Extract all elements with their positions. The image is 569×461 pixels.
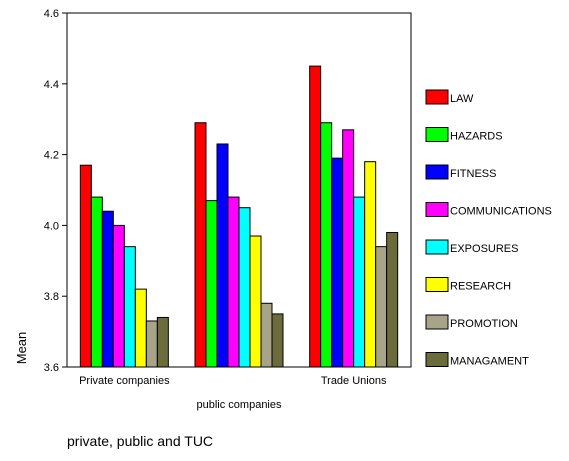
legend-label-law: LAW (450, 93, 474, 105)
plot-frame (66, 12, 412, 368)
bar-managament-3 (386, 231, 399, 368)
x-axis-title: private, public and TUC (67, 433, 214, 449)
y-tick-label: 3.8 (44, 291, 59, 303)
bar-law-2 (194, 122, 207, 368)
legend-label-managament: MANAGAMENT (450, 356, 529, 368)
bar-research-1 (134, 288, 147, 368)
x-category-label: Trade Unions (321, 375, 387, 387)
bars-group (79, 65, 399, 368)
x-axis: Private companies public companies Trade U… (79, 375, 387, 411)
bar-managament-1 (156, 316, 169, 368)
x-category-label: public companies (197, 399, 282, 411)
legend-swatch-hazards (425, 127, 449, 142)
legend-swatch-managament (425, 352, 449, 367)
bar-hazards-2 (205, 200, 218, 368)
bar-research-3 (364, 161, 377, 368)
y-tick-label: 4.6 (44, 8, 59, 20)
bar-exposures-3 (353, 196, 366, 368)
bar-promotion-2 (260, 302, 273, 368)
legend-label-research: RESEARCH (450, 281, 511, 293)
legend-label-communications: COMMUNICATIONS (450, 206, 552, 218)
legend-label-promotion: PROMOTION (450, 318, 518, 330)
legend-label-hazards: HAZARDS (450, 131, 503, 143)
legend: LAW HAZARDS FITNESS COMMUNICATIONS EXPOSURES… (425, 89, 552, 368)
y-tick-label: 4.0 (44, 220, 59, 232)
bar-hazards-1 (90, 196, 103, 368)
bar-fitness-2 (216, 143, 229, 368)
bar-law-3 (309, 65, 322, 368)
bar-fitness-3 (331, 157, 344, 368)
y-tick-label: 3.6 (44, 362, 59, 374)
bar-communications-3 (342, 129, 355, 368)
legend-swatch-communications (425, 202, 449, 217)
bar-communications-1 (112, 224, 125, 368)
bar-promotion-1 (145, 320, 158, 368)
bar-exposures-1 (123, 246, 136, 368)
legend-swatch-law (425, 89, 449, 105)
y-tick-label: 4.4 (44, 79, 59, 91)
bar-research-2 (249, 235, 262, 368)
bar-managament-2 (271, 313, 284, 368)
bar-communications-2 (227, 196, 240, 368)
bar-law-1 (79, 164, 92, 368)
legend-swatch-research (425, 277, 449, 292)
y-tick-label: 4.2 (44, 150, 59, 162)
bar-hazards-3 (320, 122, 333, 368)
bar-promotion-3 (375, 246, 388, 368)
legend-swatch-promotion (425, 314, 449, 330)
legend-swatch-exposures (425, 239, 449, 255)
bar-exposures-2 (238, 207, 251, 368)
legend-label-fitness: FITNESS (450, 168, 496, 180)
y-axis: 3.6 3.8 4.0 4.2 4.4 4.6 (44, 8, 67, 374)
legend-swatch-fitness (425, 164, 449, 180)
legend-label-exposures: EXPOSURES (450, 243, 518, 255)
x-category-label: Private companies (79, 375, 170, 387)
y-axis-label: Mean (14, 332, 29, 365)
bar-fitness-1 (101, 210, 114, 368)
